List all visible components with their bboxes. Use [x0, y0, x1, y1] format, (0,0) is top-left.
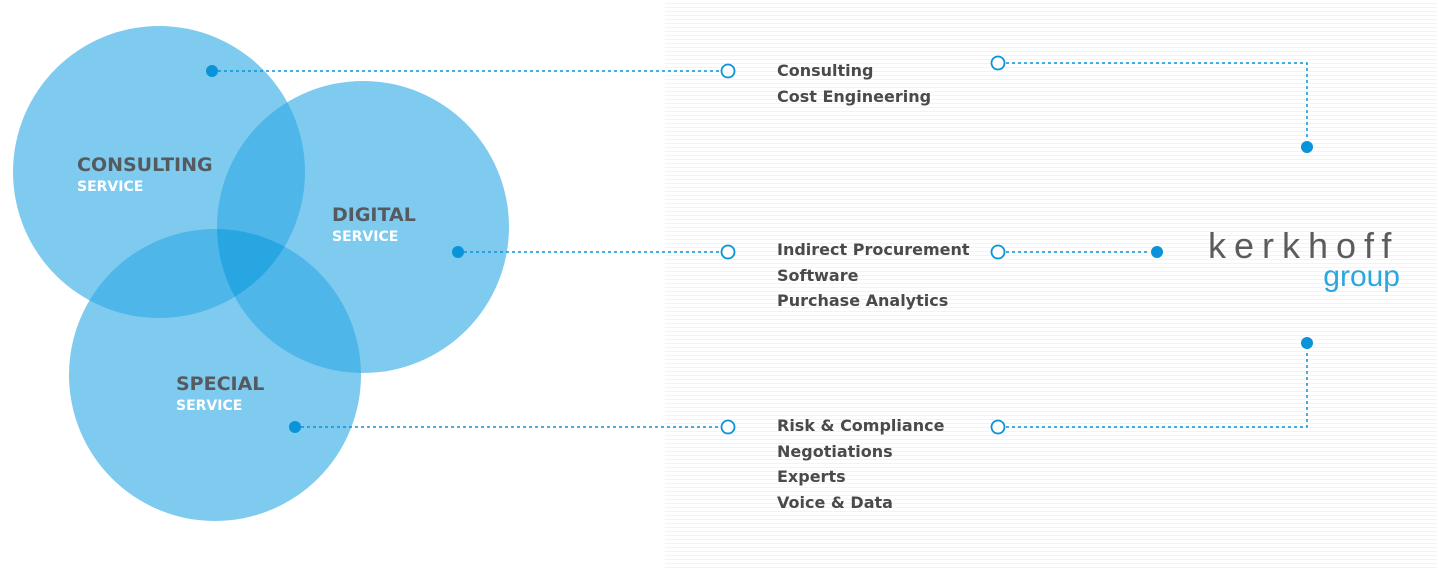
special-subtitle: SERVICE: [176, 398, 242, 414]
digital-title: DIGITAL: [332, 204, 416, 226]
group2-item: Software: [777, 266, 859, 285]
logo-group: group: [1323, 260, 1400, 293]
ring-group2-left: [720, 244, 736, 260]
special-title: SPECIAL: [176, 373, 264, 395]
logo-kerkhoff: kerkhoff: [1208, 225, 1399, 266]
connector-logo-bottom: [1006, 350, 1308, 428]
striped-background: [665, 0, 1437, 568]
consulting-subtitle: SERVICE: [77, 179, 143, 195]
group1-item: Consulting: [777, 61, 874, 80]
group1-item: Cost Engineering: [777, 87, 931, 106]
ring-group1-right: [990, 55, 1006, 71]
ring-group2-right: [990, 244, 1006, 260]
group3-item: Voice & Data: [777, 493, 893, 512]
group3-item: Negotiations: [777, 442, 893, 461]
digital-subtitle: SERVICE: [332, 229, 398, 245]
overlap-digital-special: [217, 229, 361, 373]
group2-item: Indirect Procurement: [777, 240, 970, 259]
consulting-title: CONSULTING: [77, 154, 213, 176]
dot-logo-top: [1301, 141, 1313, 153]
ring-group3-left: [720, 419, 736, 435]
group3-item: Risk & Compliance: [777, 416, 945, 435]
ring-group1-left: [720, 63, 736, 79]
dot-logo-middle: [1151, 246, 1163, 258]
dot-digital: [452, 246, 464, 258]
group2-item: Purchase Analytics: [777, 291, 948, 310]
dot-logo-bottom: [1301, 337, 1313, 349]
ring-group3-right: [990, 419, 1006, 435]
group3-item: Experts: [777, 467, 846, 486]
dot-consulting: [206, 65, 218, 77]
connector-logo-top: [1006, 62, 1308, 140]
dot-special: [289, 421, 301, 433]
